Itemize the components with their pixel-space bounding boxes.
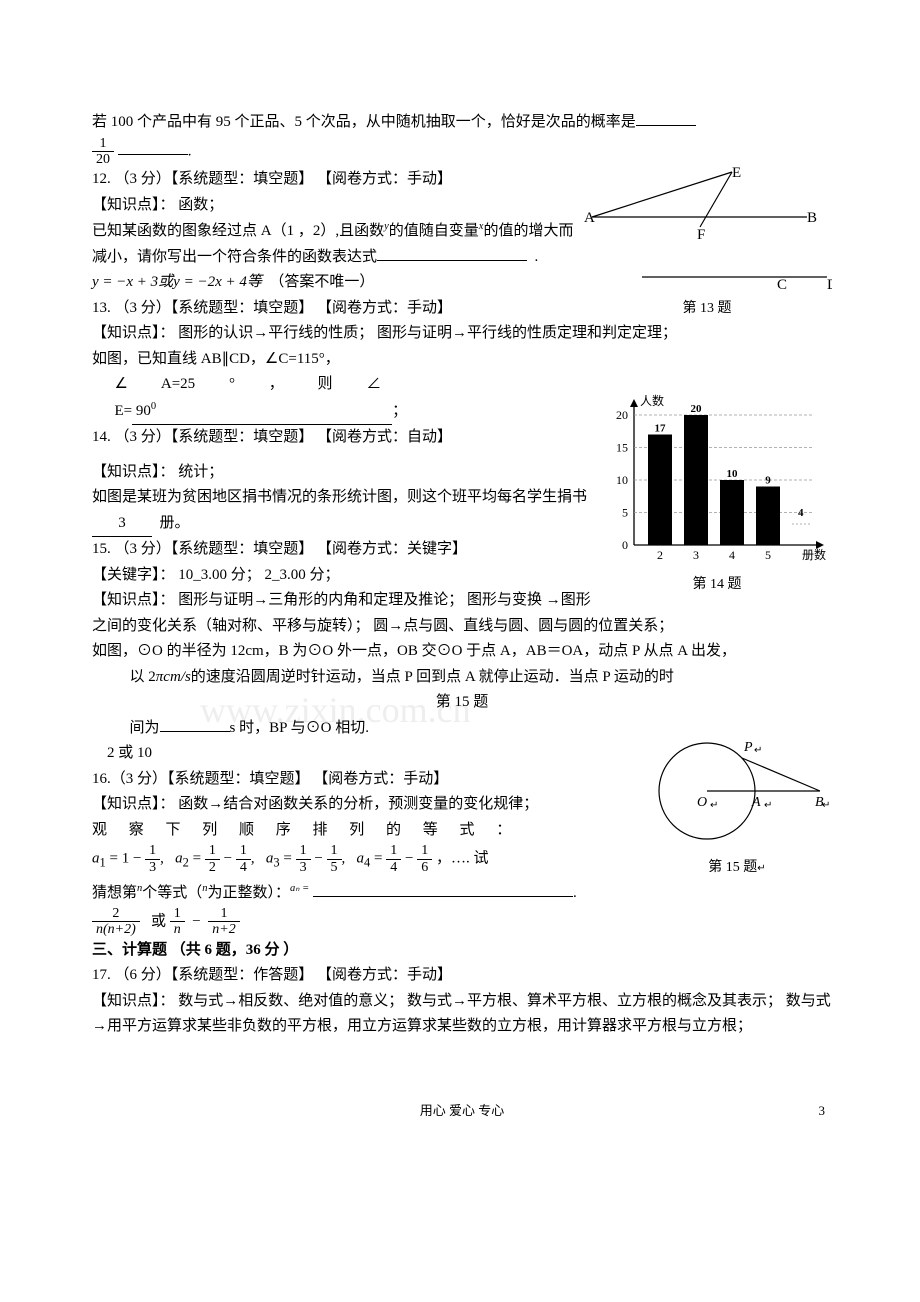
svg-text:↵: ↵ <box>822 800 830 811</box>
svg-text:2: 2 <box>657 548 663 562</box>
figure-15: O A B P ↵↵↵↵ 第 15 题↵ <box>642 716 832 880</box>
svg-text:9: 9 <box>765 474 771 486</box>
fig14-caption: 第 14 题 <box>602 573 832 597</box>
svg-text:B: B <box>807 210 817 226</box>
svg-text:15: 15 <box>616 440 628 454</box>
svg-text:10: 10 <box>727 468 739 480</box>
q16-answer: 2n(n+2) 或 1n − 1n+2 <box>92 906 832 938</box>
svg-text:↵: ↵ <box>754 745 762 756</box>
q15-text1: 如图，⊙O 的半径为 12cm，B 为⊙O 外一点，OB 交⊙O 于点 A，AB… <box>92 639 832 665</box>
q13-kp: 【知识点】： 图形的认识→平行线的性质； 图形与证明→平行线的性质定理和判定定理… <box>92 321 832 347</box>
svg-text:E: E <box>732 167 741 181</box>
q15-text2: 以 2πcm/s的速度沿圆周逆时针运动，当点 P 回到点 A 就停止运动．当点 … <box>92 665 832 691</box>
svg-text:人数: 人数 <box>640 393 664 408</box>
svg-text:20: 20 <box>616 408 628 422</box>
svg-text:5: 5 <box>622 505 628 519</box>
svg-text:↵: ↵ <box>764 800 772 811</box>
q15-midtitle: 第 15 题 <box>92 690 832 716</box>
footer: 用心 爱心 专心 3 <box>92 1100 832 1122</box>
figure-13: A B E F C D 第 13 题 <box>582 167 832 321</box>
svg-text:20: 20 <box>691 403 703 415</box>
svg-text:10: 10 <box>616 473 628 487</box>
svg-text:A: A <box>584 210 595 226</box>
svg-text:O: O <box>697 795 707 810</box>
svg-text:C: C <box>777 277 787 293</box>
fig15-caption: 第 15 题↵ <box>642 856 832 880</box>
q16-text2: 猜想第n个等式（n为正整数）：aₙ = . <box>92 880 832 907</box>
section3-title: 三、计算题 （共 6 题，36 分 ） <box>92 938 832 964</box>
q11-answer: 120 . <box>92 136 832 168</box>
svg-text:↵: ↵ <box>710 800 718 811</box>
svg-text:17: 17 <box>655 422 667 434</box>
svg-text:0: 0 <box>622 538 628 552</box>
figure-14: 0 5 10 15 20 2 17 3 20 4 10 5 9 4 人数册数 第 14 题 <box>602 393 832 597</box>
svg-text:A: A <box>751 795 761 810</box>
fig13-caption: 第 13 题 <box>582 297 832 321</box>
q13-text: 如图，已知直线 AB∥CD，∠C=115°， <box>92 347 832 373</box>
svg-text:D: D <box>827 277 832 293</box>
svg-text:5: 5 <box>765 548 771 562</box>
svg-text:3: 3 <box>693 548 699 562</box>
svg-text:4: 4 <box>798 507 804 519</box>
q17-header: 17. （6 分）【系统题型：作答题】 【阅卷方式：手动】 <box>92 963 832 989</box>
svg-text:4: 4 <box>729 548 735 562</box>
q17-kp: 【知识点】： 数与式→相反数、绝对值的意义； 数与式→平方根、算术平方根、立方根… <box>92 989 832 1040</box>
q11-text: 若 100 个产品中有 95 个正品、5 个次品，从中随机抽取一个，恰好是次品的… <box>92 110 832 136</box>
svg-text:P: P <box>743 740 753 755</box>
svg-text:册数: 册数 <box>802 547 826 562</box>
svg-text:F: F <box>697 227 705 243</box>
